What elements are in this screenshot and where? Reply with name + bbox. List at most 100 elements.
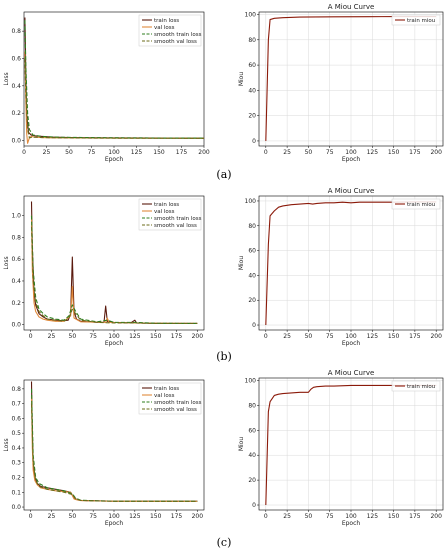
legend-label: val loss bbox=[154, 209, 175, 215]
y-axis-label: Miou bbox=[238, 256, 245, 271]
legend-box bbox=[391, 198, 441, 210]
x-tick-label: 25 bbox=[283, 333, 291, 340]
x-axis-label: Epoch bbox=[105, 340, 124, 347]
x-axis-label: Epoch bbox=[342, 156, 361, 163]
panel-label-a: (a) bbox=[216, 168, 231, 181]
y-tick-label: 60 bbox=[248, 62, 256, 69]
x-tick-label: 100 bbox=[108, 513, 120, 520]
x-tick-label: 150 bbox=[388, 333, 400, 340]
x-tick-label: 200 bbox=[192, 333, 204, 340]
legend-label: smooth val loss bbox=[154, 39, 197, 45]
x-tick-label: 75 bbox=[88, 149, 96, 156]
y-tick-label: 0.2 bbox=[11, 110, 21, 117]
chart-3-loss: 0 25 50 75 100 125 150 175 200 0.0 0.1 0.2 0.3 0.4 0.5… bbox=[3, 379, 205, 527]
y-tick-label: 0.7 bbox=[11, 401, 21, 408]
x-tick-label: 200 bbox=[430, 333, 442, 340]
legend-label: train loss bbox=[154, 202, 179, 208]
x-tick-label: 175 bbox=[409, 513, 421, 520]
x-tick-label: 125 bbox=[129, 333, 141, 340]
y-tick-label: 80 bbox=[248, 402, 256, 409]
legend: train miou bbox=[391, 198, 441, 210]
y-tick-label: 20 bbox=[248, 477, 256, 484]
y-axis-label: Loss bbox=[3, 438, 10, 451]
legend-label: val loss bbox=[154, 393, 175, 399]
y-tick-label: 0.6 bbox=[11, 55, 21, 62]
y-tick-label: 100 bbox=[245, 198, 257, 205]
legend-label: train miou bbox=[407, 18, 435, 24]
series-line-smooth-train-loss bbox=[30, 388, 198, 502]
y-tick-label: 0 bbox=[252, 138, 256, 145]
series-line-train-miou bbox=[265, 15, 437, 141]
y-tick-label: 40 bbox=[248, 87, 256, 94]
legend-box bbox=[391, 14, 441, 26]
series-line-smooth-val-loss bbox=[30, 403, 198, 502]
x-tick-label: 125 bbox=[129, 513, 141, 520]
x-tick-label: 0 bbox=[264, 513, 268, 520]
x-tick-label: 50 bbox=[69, 513, 77, 520]
y-tick-label: 60 bbox=[248, 248, 256, 255]
y-tick-label: 0.2 bbox=[11, 475, 21, 482]
y-tick-label: 0.0 bbox=[11, 138, 21, 145]
y-tick-label: 20 bbox=[248, 297, 256, 304]
x-tick-label: 25 bbox=[48, 333, 56, 340]
x-tick-label: 50 bbox=[305, 333, 313, 340]
chart-1-loss: 0 25 50 75 100 125 150 175 200 0.0 0.2 0.4 0.6 0.8 Epo… bbox=[3, 11, 210, 163]
y-tick-label: 0.2 bbox=[11, 300, 21, 307]
x-tick-label: 150 bbox=[150, 333, 162, 340]
legend: train miou bbox=[391, 380, 441, 392]
x-tick-label: 100 bbox=[345, 333, 357, 340]
x-tick-label: 175 bbox=[171, 513, 183, 520]
x-tick-label: 175 bbox=[171, 333, 183, 340]
x-tick-label: 0 bbox=[29, 513, 33, 520]
x-tick-label: 100 bbox=[345, 513, 357, 520]
x-tick-label: 200 bbox=[192, 513, 204, 520]
y-tick-label: 0 bbox=[252, 502, 256, 509]
x-tick-label: 200 bbox=[430, 513, 442, 520]
chart-2-loss: 0 25 50 75 100 125 150 175 200 0.0 0.2 0.4 0.6 0.8 1.0… bbox=[3, 195, 205, 347]
y-tick-label: 20 bbox=[248, 113, 256, 120]
y-tick-label: 100 bbox=[245, 12, 257, 19]
panel-label-b: (b) bbox=[216, 350, 232, 363]
x-tick-label: 200 bbox=[198, 149, 210, 156]
chart-title: A Miou Curve bbox=[328, 369, 375, 377]
legend-label: train miou bbox=[407, 384, 435, 390]
series-line-train-miou bbox=[265, 201, 437, 326]
chart-title: A Miou Curve bbox=[328, 3, 375, 11]
y-tick-label: 0.1 bbox=[11, 489, 21, 496]
y-tick-label: 0.6 bbox=[11, 256, 21, 263]
x-tick-label: 125 bbox=[131, 149, 143, 156]
y-tick-label: 40 bbox=[248, 272, 256, 279]
x-tick-label: 175 bbox=[409, 333, 421, 340]
y-tick-label: 100 bbox=[245, 377, 257, 384]
legend-label: train loss bbox=[154, 18, 179, 24]
legend-label: smooth train loss bbox=[154, 32, 202, 38]
chart-3-miou: 0 25 50 75 100 125 150 175 200020406080100EpochM… bbox=[238, 369, 444, 527]
x-tick-label: 25 bbox=[48, 513, 56, 520]
x-tick-label: 0 bbox=[22, 149, 26, 156]
x-tick-label: 25 bbox=[283, 513, 291, 520]
legend-label: train miou bbox=[407, 202, 435, 208]
x-tick-label: 75 bbox=[326, 333, 334, 340]
legend-box bbox=[391, 380, 441, 392]
x-tick-label: 75 bbox=[89, 333, 97, 340]
y-axis-label: Loss bbox=[3, 72, 10, 85]
x-tick-label: 75 bbox=[326, 149, 334, 156]
panel-label-c: (c) bbox=[217, 536, 232, 549]
x-tick-label: 0 bbox=[264, 333, 268, 340]
series-line-smooth-train-loss bbox=[30, 215, 198, 325]
y-tick-label: 1.0 bbox=[11, 213, 21, 220]
y-axis-label: Miou bbox=[238, 437, 245, 452]
x-tick-label: 125 bbox=[367, 333, 379, 340]
y-tick-label: 0.8 bbox=[11, 386, 21, 393]
y-axis-label: Miou bbox=[238, 72, 245, 87]
x-tick-label: 200 bbox=[430, 149, 442, 156]
y-tick-label: 0.3 bbox=[11, 460, 21, 467]
series-line-val-loss bbox=[30, 215, 198, 325]
x-tick-label: 50 bbox=[65, 149, 73, 156]
y-tick-label: 0.4 bbox=[11, 278, 21, 285]
chart-2-miou: 0 25 50 75 100 125 150 175 200020406080100EpochM… bbox=[238, 187, 444, 347]
